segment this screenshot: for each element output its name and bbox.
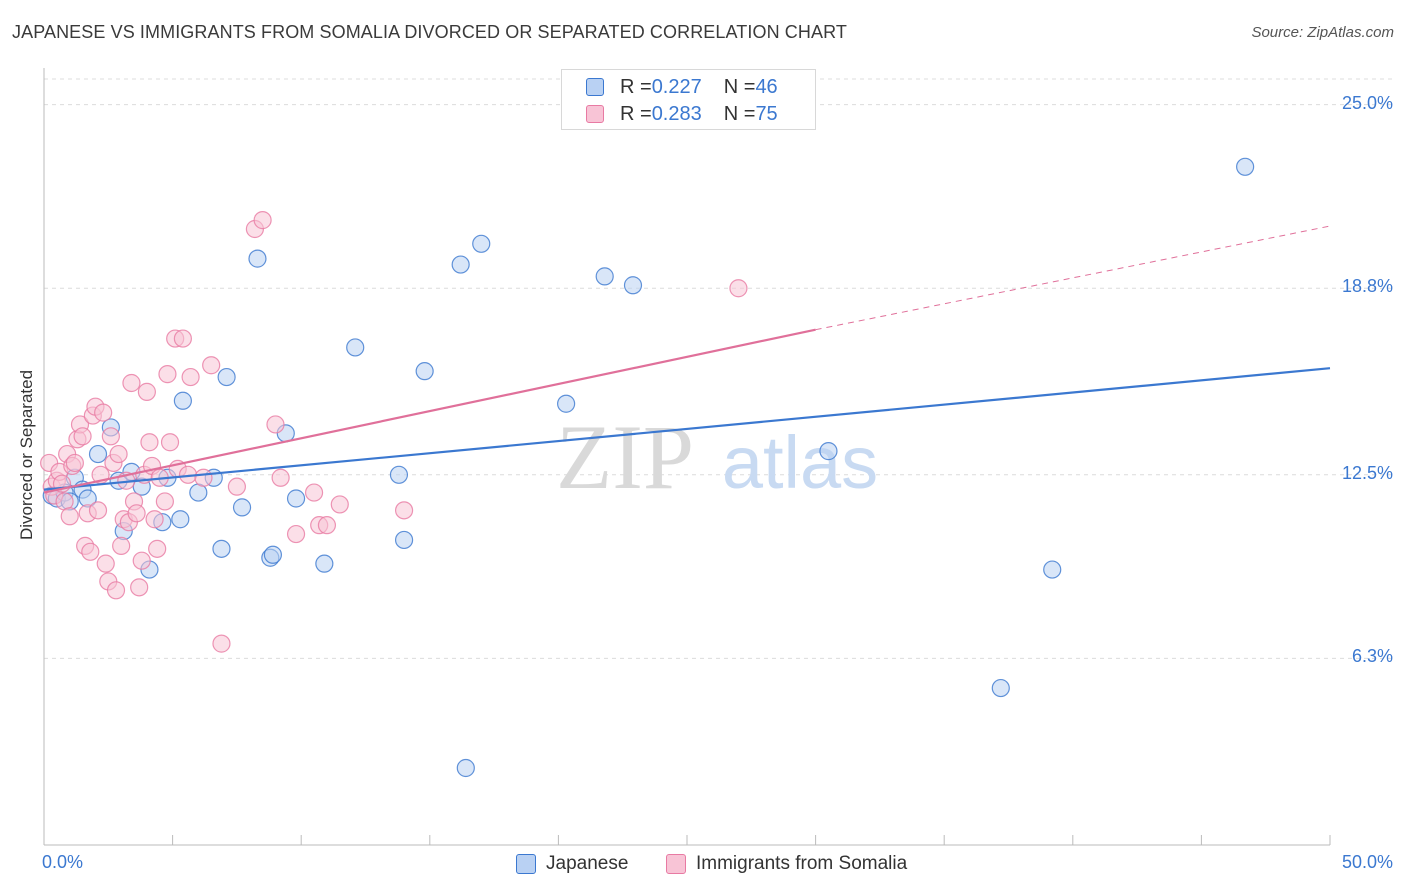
series-legend-somalia-swatch (666, 854, 686, 874)
legend-row-somalia: R = 0.283 N = 75 (586, 103, 778, 125)
somalia-point (271, 468, 290, 487)
japanese-swatch (586, 78, 604, 96)
japanese-point (819, 442, 838, 461)
somalia-point (73, 427, 92, 446)
somalia-point (106, 581, 126, 600)
japanese-point (472, 234, 491, 253)
japanese-point (286, 489, 306, 508)
japanese-point (263, 545, 283, 564)
somalia-n-value: 75 (755, 102, 778, 125)
x-tick-label-min: 0.0% (42, 852, 84, 872)
somalia-swatch (586, 105, 604, 123)
somalia-point (81, 542, 100, 561)
japanese-point (991, 678, 1010, 698)
japanese-r-label: R = (620, 75, 652, 98)
japanese-n-label: N = (723, 75, 756, 98)
japanese-trend-line (43, 367, 1331, 491)
somalia-point (155, 492, 174, 511)
somalia-point (130, 578, 149, 597)
japanese-point (232, 498, 252, 517)
japanese-point (415, 362, 434, 381)
series-legend: Japanese Immigrants from Somalia (0, 852, 1406, 876)
somalia-point (227, 477, 246, 496)
somalia-point (60, 507, 79, 526)
watermark-zip: ZIP (556, 406, 694, 508)
japanese-point (389, 465, 409, 484)
somalia-point (330, 495, 349, 514)
series-legend-somalia-label: Immigrants from Somalia (696, 853, 908, 874)
somalia-point (158, 365, 177, 384)
japanese-point (173, 391, 192, 410)
series-legend-japanese-swatch (516, 854, 536, 874)
japanese-point (217, 367, 236, 387)
series-legend-somalia[interactable]: Immigrants from Somalia (666, 852, 907, 876)
japanese-point (595, 267, 614, 286)
x-tick-label-max: 50.0% (1341, 852, 1393, 872)
y-tick-label: 18.8% (1341, 276, 1393, 297)
somalia-point (94, 403, 113, 422)
somalia-point (266, 415, 285, 434)
somalia-point (194, 468, 213, 487)
japanese-point (451, 255, 470, 274)
trend-lines (43, 225, 1331, 494)
somalia-point (127, 504, 146, 523)
series-legend-japanese[interactable]: Japanese (516, 852, 628, 876)
japanese-n-value: 46 (755, 75, 778, 98)
somalia-point (729, 279, 748, 298)
japanese-point (346, 338, 365, 357)
somalia-point (88, 501, 108, 520)
japanese-point (88, 444, 108, 464)
somalia-trend-line (43, 328, 816, 494)
japanese-point (557, 394, 576, 413)
data-points (40, 157, 1255, 778)
japanese-point (248, 249, 267, 268)
japanese-r-value: 0.227 (651, 75, 702, 98)
somalia-point (101, 427, 120, 446)
somalia-point (394, 501, 414, 520)
somalia-r-value: 0.283 (651, 102, 702, 125)
japanese-point (315, 554, 334, 573)
somalia-point (140, 433, 159, 452)
somalia-point (286, 524, 306, 544)
somalia-point (181, 367, 200, 387)
somalia-trend-extension (815, 225, 1331, 331)
japanese-point (1043, 560, 1062, 579)
somalia-point (148, 539, 167, 558)
somalia-point (112, 536, 131, 555)
y-tick-label: 12.5% (1341, 462, 1393, 483)
somalia-point (202, 356, 221, 375)
y-tick-label: 6.3% (1351, 646, 1393, 667)
somalia-point (253, 211, 272, 230)
somalia-point (173, 329, 192, 348)
source-label: Source: ZipAtlas.com (1251, 24, 1394, 41)
somalia-point (160, 433, 180, 452)
somalia-point (96, 554, 115, 573)
grid-lines (44, 78, 1392, 659)
somalia-point (132, 551, 151, 570)
somalia-point (122, 373, 141, 393)
somalia-point (145, 510, 164, 529)
japanese-point (623, 276, 643, 295)
series-legend-japanese-label: Japanese (546, 853, 629, 874)
somalia-point (65, 453, 84, 473)
watermark: ZIP atlas (556, 406, 878, 508)
y-tick-label: 25.0% (1341, 92, 1393, 113)
watermark-atlas: atlas (722, 421, 878, 504)
somalia-point (137, 382, 156, 401)
somalia-point (212, 634, 231, 653)
legend-row-japanese: R = 0.227 N = 46 (586, 76, 778, 98)
somalia-point (109, 444, 128, 464)
japanese-point (171, 510, 190, 529)
chart-title: JAPANESE VS IMMIGRANTS FROM SOMALIA DIVO… (12, 22, 847, 42)
japanese-point (394, 530, 414, 550)
somalia-point (317, 516, 337, 535)
japanese-point (1236, 157, 1255, 176)
stats-legend: R = 0.227 N = 46 R = 0.283 N = 75 (561, 69, 816, 130)
somalia-point (304, 483, 324, 502)
japanese-point (456, 758, 475, 778)
somalia-n-label: N = (723, 102, 756, 125)
japanese-point (212, 539, 231, 558)
somalia-r-label: R = (620, 102, 652, 125)
